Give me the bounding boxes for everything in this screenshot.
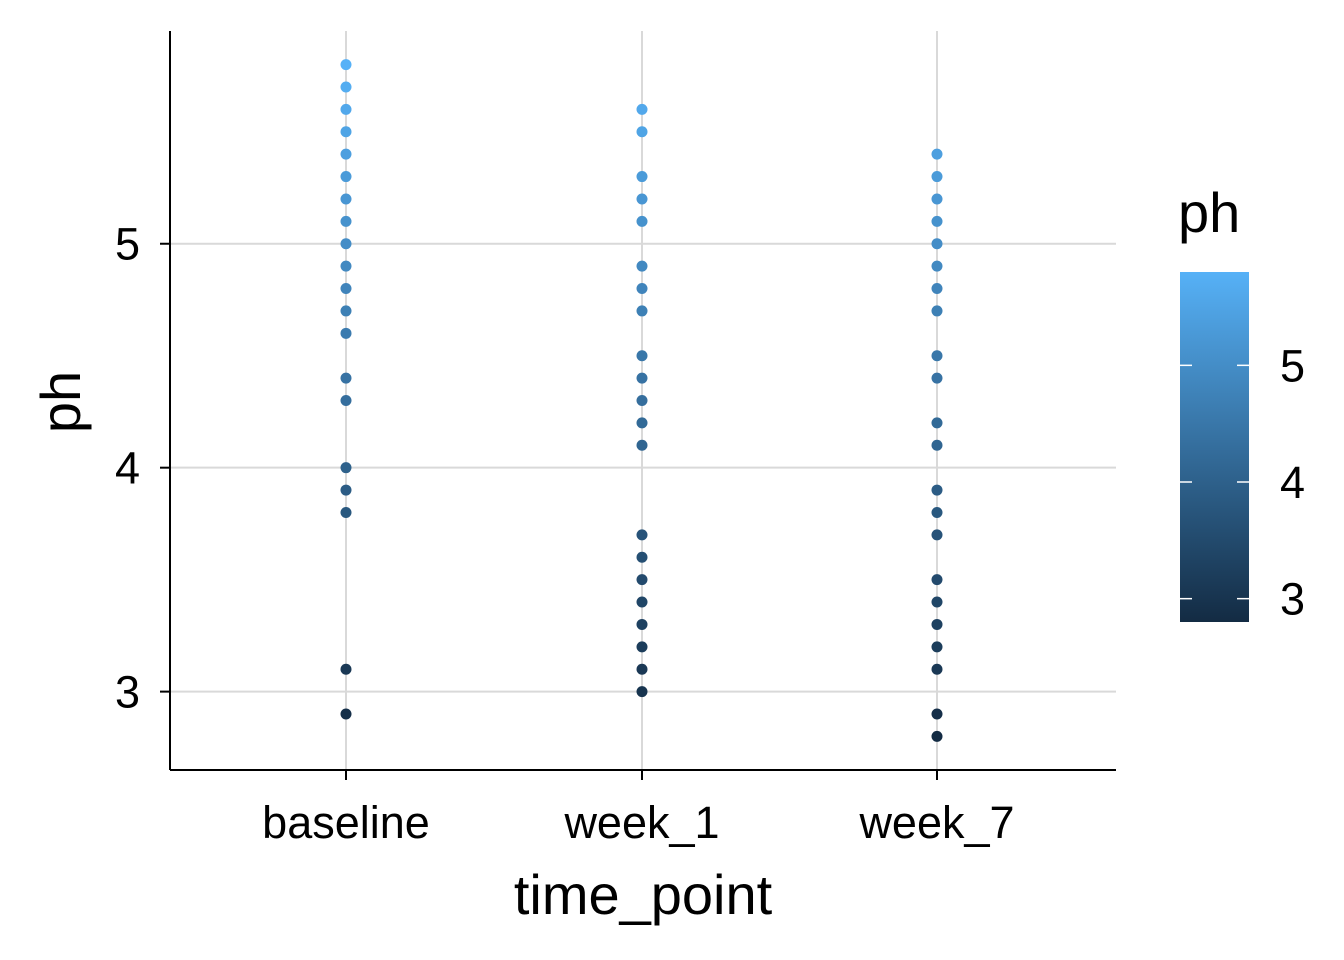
data-point [636, 663, 648, 675]
data-point [340, 126, 352, 138]
y-axis-title: ph [29, 371, 92, 433]
data-point [340, 283, 352, 295]
data-point [636, 350, 648, 362]
data-point [931, 506, 943, 518]
data-point [931, 574, 943, 586]
data-point [636, 551, 648, 563]
data-point [340, 372, 352, 384]
y-tick-label: 3 [115, 667, 140, 718]
data-point [340, 484, 352, 496]
data-point [931, 618, 943, 630]
data-point [931, 283, 943, 295]
data-point [340, 193, 352, 205]
colorbar-tick-label: 3 [1280, 574, 1305, 625]
data-point [636, 618, 648, 630]
data-point [636, 641, 648, 653]
data-point [636, 596, 648, 608]
colorbar [1180, 272, 1249, 622]
data-point [636, 439, 648, 451]
x-tick-label: week_1 [563, 797, 719, 848]
x-tick-label: week_7 [858, 797, 1014, 848]
data-point [636, 283, 648, 295]
data-point [636, 193, 648, 205]
data-point [340, 663, 352, 675]
data-point [340, 59, 352, 71]
data-points [340, 59, 943, 742]
data-point [931, 641, 943, 653]
data-point [931, 596, 943, 608]
data-point [636, 372, 648, 384]
data-point [931, 529, 943, 541]
data-point [931, 439, 943, 451]
data-point [636, 417, 648, 429]
data-point [931, 238, 943, 250]
data-point [340, 103, 352, 115]
data-point [340, 305, 352, 317]
data-point [931, 193, 943, 205]
data-point [636, 529, 648, 541]
data-point [340, 81, 352, 93]
data-point [636, 395, 648, 406]
colorbar-legend: ph 3 4 5 [1178, 181, 1305, 625]
data-point [636, 574, 648, 586]
data-point [931, 484, 943, 496]
data-point [340, 171, 352, 183]
data-point [931, 417, 943, 429]
data-point [636, 126, 648, 138]
data-point [931, 350, 943, 362]
data-point [340, 395, 352, 406]
data-point [636, 260, 648, 272]
data-point [340, 238, 352, 250]
colorbar-ticks: 3 4 5 [1180, 340, 1305, 625]
data-point [931, 305, 943, 317]
x-axis-title: time_point [514, 863, 773, 926]
data-point [636, 103, 648, 115]
data-point [636, 686, 648, 698]
data-point [340, 708, 352, 720]
data-point [340, 506, 352, 518]
data-point [636, 215, 648, 227]
legend-title: ph [1178, 181, 1240, 244]
data-point [931, 708, 943, 720]
data-point [931, 215, 943, 227]
data-point [931, 730, 943, 742]
data-point [931, 171, 943, 183]
data-point [931, 260, 943, 272]
data-point [340, 260, 352, 272]
y-tick-label: 4 [115, 443, 140, 494]
data-point [340, 215, 352, 227]
data-point [340, 327, 352, 339]
data-point [340, 148, 352, 160]
y-axis-ticks: 3 4 5 [115, 219, 170, 718]
data-point [636, 305, 648, 317]
data-point [931, 148, 943, 160]
colorbar-tick-label: 4 [1280, 457, 1305, 508]
data-point [340, 462, 352, 474]
x-tick-label: baseline [262, 797, 430, 848]
colorbar-tick-label: 5 [1280, 340, 1305, 391]
y-tick-label: 5 [115, 219, 140, 270]
x-axis-ticks: baseline week_1 week_7 [262, 770, 1015, 848]
data-point [636, 171, 648, 183]
data-point [931, 663, 943, 675]
data-point [931, 372, 943, 384]
